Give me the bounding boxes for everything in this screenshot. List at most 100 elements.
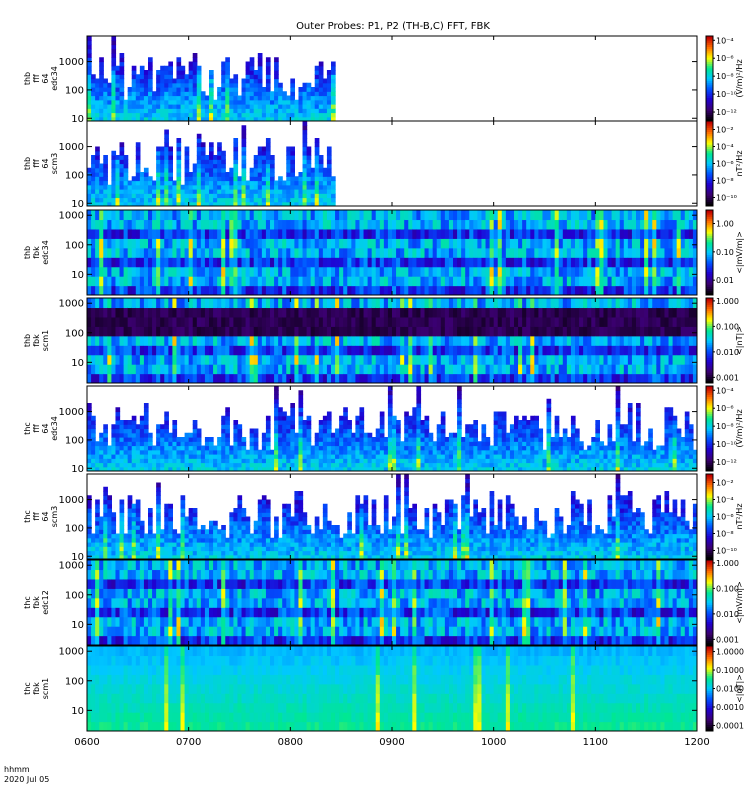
colorbar-segment (706, 63, 713, 67)
ytick-label: 100 (65, 590, 84, 601)
colorbar-segment (706, 476, 713, 479)
colorbar-segment (706, 665, 713, 668)
colorbar-segment (706, 218, 713, 222)
panel-ylabel-line: thb (23, 72, 32, 85)
panel-ylabel-line: fbk (32, 246, 41, 259)
colorbar-label: (V/m)²/Hz (735, 409, 744, 447)
colorbar-segment (706, 606, 713, 610)
colorbar-segment (706, 376, 713, 380)
panel-ylabel-line: edc34 (41, 240, 50, 265)
ytick-label: 1000 (59, 142, 84, 153)
xtick-label: 0700 (176, 737, 201, 748)
colorbar-segment (706, 61, 713, 65)
colorbar-segment (706, 390, 713, 393)
colorbar-segment (706, 42, 713, 45)
colorbar-segment (706, 437, 713, 440)
colorbar-segment (706, 150, 713, 154)
panel-ylabel-line: edc34 (50, 416, 59, 441)
colorbar-segment (706, 265, 713, 268)
colorbar-segment (706, 282, 713, 285)
colorbar-segment (706, 306, 713, 310)
colorbar-segment (706, 252, 713, 256)
colorbar-segment (706, 544, 713, 547)
colorbar-segment (706, 711, 713, 715)
panel-thc-fft-scm3: 10 100 1000 thc fff 64 scm3 10⁻¹⁰ 10⁻⁸ 10⁻⁶ 10⁻⁴ 10… (23, 473, 744, 563)
colorbar-tick-label: 10⁻¹² (716, 108, 737, 117)
colorbar-segment (706, 210, 713, 213)
colorbar-segment (706, 542, 713, 545)
colorbar-segment (706, 163, 713, 167)
spectrogram-image (87, 560, 697, 645)
colorbar-tick-label: 0.010 (716, 610, 739, 619)
colorbar-segment (706, 84, 713, 88)
colorbar-tick-label: 0.0100 (716, 685, 744, 694)
colorbar-segment (706, 338, 713, 341)
colorbar-segment (706, 155, 713, 158)
colorbar-segment (706, 420, 713, 423)
colorbar-segment (706, 699, 713, 702)
colorbar-segment (706, 443, 713, 446)
colorbar-segment (706, 59, 713, 62)
colorbar-segment (706, 617, 713, 620)
colorbar-segment (706, 131, 713, 135)
colorbar-segment (706, 673, 713, 677)
colorbar-segment (706, 716, 713, 719)
colorbar-segment (706, 363, 713, 367)
colorbar-label: nT²/Hz (735, 150, 744, 176)
colorbar-tick-label: 10⁻¹⁰ (716, 440, 737, 449)
colorbar-segment (706, 112, 713, 116)
colorbar-segment (706, 36, 713, 39)
colorbar-segment (706, 680, 713, 683)
colorbar-segment (706, 300, 713, 303)
colorbar-segment (706, 613, 713, 616)
colorbar-segment (706, 441, 713, 444)
colorbar-segment (706, 271, 713, 275)
colorbar-segment (706, 336, 713, 339)
ytick-label: 1000 (59, 299, 84, 310)
colorbar-segment (706, 366, 713, 369)
panel-ylabel-line: scm3 (50, 506, 59, 527)
ytick-label: 100 (65, 523, 84, 534)
colorbar-segment (706, 312, 713, 316)
colorbar-segment (706, 89, 713, 92)
colorbar-segment (706, 531, 713, 534)
colorbar-segment (706, 439, 713, 442)
colorbar-segment (706, 570, 713, 574)
colorbar-segment (706, 142, 713, 145)
panel-thb-fft-edc34: 10 100 1000 thb fff 64 edc34 10⁻¹² 10⁻¹⁰ 10⁻⁸ 10⁻⁶… (23, 35, 744, 125)
ytick-label: 10 (71, 114, 84, 125)
colorbar-segment (706, 460, 713, 463)
colorbar-segment (706, 583, 713, 586)
colorbar-segment (706, 537, 713, 541)
ytick-label: 10 (71, 706, 84, 717)
colorbar-segment (706, 495, 713, 498)
colorbar-segment (706, 640, 713, 644)
colorbar-tick-label: 10⁻⁴ (716, 36, 734, 45)
ytick-label: 1000 (59, 211, 84, 222)
colorbar-segment (706, 718, 713, 721)
colorbar-segment (706, 634, 713, 637)
colorbar-segment (706, 157, 713, 160)
colorbar-tick-label: 10⁻¹⁰ (716, 547, 737, 556)
panel-ylabel-line: fff (32, 74, 41, 83)
colorbar-segment (706, 574, 713, 578)
panel-ylabel-line: thb (23, 157, 32, 170)
ytick-label: 100 (65, 240, 84, 251)
colorbar-tick-label: 10⁻⁸ (716, 177, 734, 186)
colorbar-segment (706, 684, 713, 687)
colorbar-segment (706, 38, 713, 41)
colorbar-segment (706, 630, 713, 633)
colorbar-segment (706, 615, 713, 618)
colorbar-segment (706, 602, 713, 606)
colorbar-segment (706, 535, 713, 539)
colorbar-segment (706, 244, 713, 247)
colorbar-segment (706, 237, 713, 241)
colorbar-segment (706, 48, 713, 52)
spectrogram-image (87, 646, 697, 731)
colorbar-segment (706, 562, 713, 565)
colorbar-segment (706, 714, 713, 717)
colorbar-segment (706, 321, 713, 324)
colorbar-segment (706, 357, 713, 361)
colorbar-segment (706, 280, 713, 283)
colorbar-segment (706, 424, 713, 427)
